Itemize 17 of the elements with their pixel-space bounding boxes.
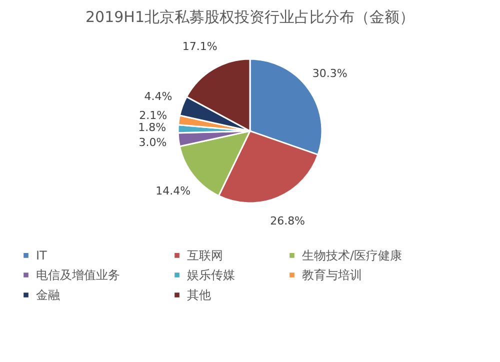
data-label: 26.8% [270,214,306,228]
data-label: 4.4% [144,90,172,103]
legend-label: 其他 [187,288,211,302]
legend-label: 互联网 [187,248,223,262]
legend-label: 电信及增值业务 [36,268,120,282]
chart-title: 2019H1北京私募股权投资行业占比分布（金额） [86,8,414,26]
data-label: 30.3% [312,67,348,80]
legend-label: 生物技术/医疗健康 [302,248,402,262]
legend-label: 金融 [36,288,60,302]
data-label: 17.1% [182,40,218,53]
data-label: 3.0% [138,136,167,149]
data-label: 1.8% [138,121,166,134]
data-label: 14.4% [156,184,191,198]
legend-label: IT [36,248,48,262]
data-label: 2.1% [139,109,168,122]
legend-label: 教育与培训 [302,268,362,282]
legend-label: 娱乐传媒 [187,268,235,282]
